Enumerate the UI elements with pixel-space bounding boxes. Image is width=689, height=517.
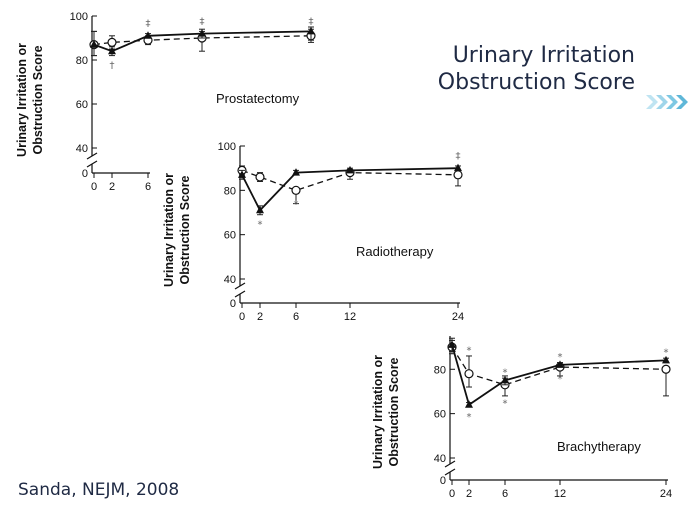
y-tick-label: 0	[230, 298, 236, 310]
y-tick-label: 60	[224, 230, 236, 242]
significance-annotation: *	[558, 352, 563, 363]
y-axis-title-line2: Obstruction Score	[31, 45, 45, 154]
significance-annotation: *	[503, 367, 508, 378]
x-tick-label: 6	[502, 488, 508, 500]
significance-annotation: *	[503, 399, 508, 410]
x-tick-label: 2	[109, 181, 115, 193]
series-line-dashed	[451, 346, 667, 386]
data-point-triangle	[501, 375, 509, 384]
significance-annotation: *	[294, 200, 299, 211]
panel-label: Brachytherapy	[557, 439, 641, 454]
data-point-triangle	[662, 355, 670, 364]
data-point-triangle	[292, 168, 300, 176]
data-point-triangle	[144, 31, 152, 39]
data-point-triangle	[256, 205, 264, 214]
data-point-triangle	[307, 26, 315, 35]
data-point-triangle	[108, 46, 116, 55]
data-point-open-circle	[453, 170, 463, 180]
x-tick-label: 2	[466, 488, 472, 500]
significance-annotation: ‡	[200, 16, 205, 27]
slide-title-line1: Urinary Irritation	[452, 43, 635, 68]
y-tick-label: 60	[76, 99, 88, 111]
axis-break-mark	[444, 460, 456, 468]
y-tick-label: 40	[76, 143, 88, 155]
x-tick-label: 0	[449, 488, 455, 500]
significance-annotation: ‡	[456, 151, 461, 162]
x-tick-label: 12	[344, 311, 356, 323]
y-tick-label: 60	[434, 409, 446, 421]
series-line-dashed	[241, 169, 459, 192]
slide-title-line2: Obstruction Score	[437, 70, 635, 95]
x-tick-label: 12	[554, 488, 566, 500]
x-tick-label: 24	[660, 488, 672, 500]
significance-annotation: †	[110, 60, 115, 71]
y-tick-label: 0	[82, 168, 88, 180]
y-axis-title-line2: Obstruction Score	[178, 175, 192, 284]
y-axis-title-line2: Obstruction Score	[387, 357, 401, 466]
y-tick-label: 100	[218, 141, 236, 153]
y-tick-label: 80	[434, 364, 446, 376]
data-point-triangle	[346, 165, 354, 174]
data-point-triangle	[556, 360, 564, 368]
data-point-triangle	[90, 40, 98, 48]
data-point-open-circle	[107, 37, 117, 48]
axis-break-mark	[234, 290, 246, 298]
axis-break-mark	[86, 152, 98, 160]
data-point-open-circle	[291, 185, 301, 195]
citation: Sanda, NEJM, 2008	[18, 480, 180, 500]
significance-annotation: *	[258, 220, 263, 231]
chevron-right-icon	[646, 95, 688, 109]
significance-annotation: ‡	[309, 16, 314, 27]
x-tick-label: 2	[257, 311, 263, 323]
data-point-triangle	[448, 340, 456, 348]
x-tick-label: 6	[293, 311, 299, 323]
data-point-triangle	[238, 170, 246, 178]
axis-break-mark	[234, 282, 246, 290]
axis-break-mark	[86, 160, 98, 168]
y-tick-label: 0	[440, 475, 446, 487]
data-point-open-circle	[661, 364, 671, 374]
y-tick-label: 80	[76, 55, 88, 67]
y-tick-label: 80	[224, 185, 236, 197]
data-point-triangle	[198, 29, 206, 37]
data-point-open-circle	[255, 172, 265, 182]
panel-label: Prostatectomy	[216, 91, 300, 106]
significance-annotation: *	[558, 374, 563, 385]
x-tick-label: 0	[91, 181, 97, 193]
x-tick-label: 24	[452, 311, 464, 323]
y-axis-title-line1: Urinary Irritation or	[371, 355, 385, 469]
axis-break-mark	[444, 468, 456, 476]
significance-annotation: *	[664, 348, 669, 359]
x-tick-label: 6	[145, 181, 151, 193]
slide-title: Urinary Irritation Obstruction Score	[438, 42, 635, 96]
data-point-triangle	[454, 163, 462, 172]
y-tick-label: 40	[434, 453, 446, 465]
y-axis-title-line1: Urinary Irritation or	[162, 173, 176, 287]
data-point-triangle	[465, 400, 473, 408]
significance-annotation: ‡	[146, 19, 151, 30]
panel-label: Radiotherapy	[356, 244, 434, 259]
y-axis-title-line1: Urinary Irritation or	[15, 43, 29, 157]
significance-annotation: *	[467, 345, 472, 356]
y-tick-label: 40	[224, 274, 236, 286]
data-point-open-circle	[464, 369, 474, 379]
significance-annotation: *	[467, 412, 472, 423]
y-tick-label: 100	[70, 11, 88, 23]
x-tick-label: 0	[239, 311, 245, 323]
